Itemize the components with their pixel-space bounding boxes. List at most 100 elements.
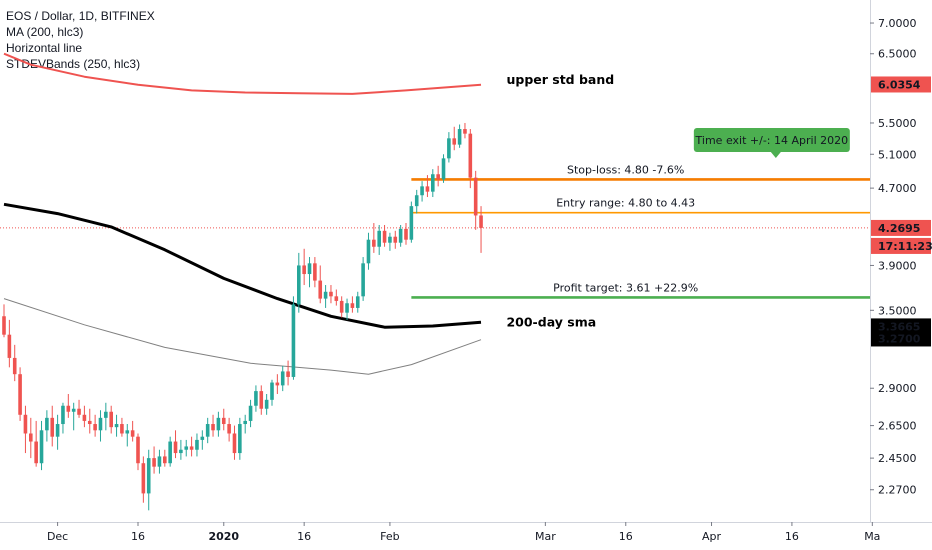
price-tag-box <box>871 318 931 335</box>
level-label: Profit target: 3.61 +22.9% <box>553 281 698 294</box>
candle-body <box>457 129 462 145</box>
candle-body <box>104 411 108 418</box>
y-tick-label: 5.1000 <box>878 148 917 161</box>
x-tick-label: 16 <box>785 530 799 543</box>
candle <box>318 265 323 304</box>
candle <box>264 393 269 415</box>
legend-symbol[interactable]: EOS / Dollar, 1D, BITFINEX <box>6 9 155 23</box>
callout-text: Time exit +/-: 14 April 2020 <box>695 134 849 147</box>
candle-body <box>55 424 60 437</box>
candle <box>388 232 392 251</box>
candle <box>447 132 451 163</box>
x-tick-label: 16 <box>297 530 311 543</box>
candle <box>313 257 317 288</box>
candle <box>425 175 430 198</box>
candle-body <box>479 215 483 228</box>
candle <box>2 304 6 338</box>
candle <box>473 170 478 230</box>
candle-body <box>168 441 172 464</box>
candle <box>479 206 483 253</box>
x-tick-label: 2020 <box>208 530 239 543</box>
candle-body <box>18 374 22 415</box>
candle-body <box>473 177 478 216</box>
candle-body <box>431 174 435 192</box>
x-tick-label: Ma <box>864 530 880 543</box>
candle <box>270 379 274 406</box>
legend-hline[interactable]: Horizontal line <box>6 41 83 55</box>
candle <box>409 201 414 243</box>
candle-body <box>7 334 12 358</box>
candle <box>146 449 151 511</box>
candle-body <box>45 417 49 431</box>
y-tick-label: 3.5000 <box>878 304 917 317</box>
candle <box>168 436 172 467</box>
y-tick-label: 5.5000 <box>878 117 917 130</box>
candle-body <box>227 424 231 434</box>
series-line <box>3 202 482 329</box>
candle <box>436 165 440 187</box>
callout-pointer <box>770 152 781 158</box>
price-tag-text: 3.3665 <box>878 320 920 333</box>
candle-body <box>345 303 349 313</box>
legend-ma[interactable]: MA (200, hlc3) <box>6 25 84 39</box>
candle <box>136 433 140 471</box>
candle <box>286 360 290 386</box>
candle <box>109 405 113 434</box>
candle-body <box>184 446 189 450</box>
candle <box>280 365 285 392</box>
candle-body <box>12 357 17 375</box>
candle <box>45 410 49 442</box>
candle-body <box>420 186 424 196</box>
candle-body <box>195 439 199 450</box>
candle-body <box>71 408 76 412</box>
candle-body <box>329 291 333 297</box>
candle <box>125 424 130 447</box>
candles <box>2 122 483 511</box>
candle <box>141 456 146 503</box>
candle <box>329 285 333 304</box>
candle-body <box>23 414 28 434</box>
candle-body <box>136 436 140 464</box>
candle <box>248 399 253 428</box>
candle-body <box>163 456 167 464</box>
y-tick-label: 7.0000 <box>878 17 917 30</box>
y-tick-label: 2.9000 <box>878 382 917 395</box>
candle <box>205 417 210 444</box>
candle-body <box>146 458 151 494</box>
candle-body <box>355 296 360 308</box>
price-tag-text: 6.0354 <box>878 78 921 91</box>
y-tick-label: 2.4500 <box>878 452 917 465</box>
candle <box>227 417 231 442</box>
annotation-text: upper std band <box>506 72 614 87</box>
candle-body <box>66 405 71 412</box>
x-tick-label: Feb <box>380 530 399 543</box>
candle <box>334 289 339 306</box>
annotation-text: 200-day sma <box>506 314 596 329</box>
candle <box>254 385 258 412</box>
candle-body <box>211 424 215 431</box>
candle-body <box>238 424 242 454</box>
candle <box>468 129 473 189</box>
candle-body <box>61 405 65 425</box>
candle-body <box>323 291 328 299</box>
series-line <box>3 298 482 375</box>
candle <box>297 252 301 313</box>
candle-body <box>447 138 451 159</box>
candle <box>302 248 306 286</box>
candle-body <box>302 265 306 275</box>
candle <box>431 169 435 198</box>
candle-body <box>232 433 237 454</box>
candle-body <box>98 417 103 431</box>
candle-body <box>270 382 274 400</box>
callout-box <box>693 128 850 152</box>
candle-body <box>114 424 119 428</box>
candle <box>377 224 381 255</box>
candle-body <box>200 436 205 440</box>
candle <box>200 430 205 450</box>
candle <box>275 374 280 394</box>
candle-body <box>29 433 33 442</box>
price-tag-box <box>871 330 931 347</box>
candle-body <box>409 206 414 240</box>
candle-body <box>382 230 387 243</box>
